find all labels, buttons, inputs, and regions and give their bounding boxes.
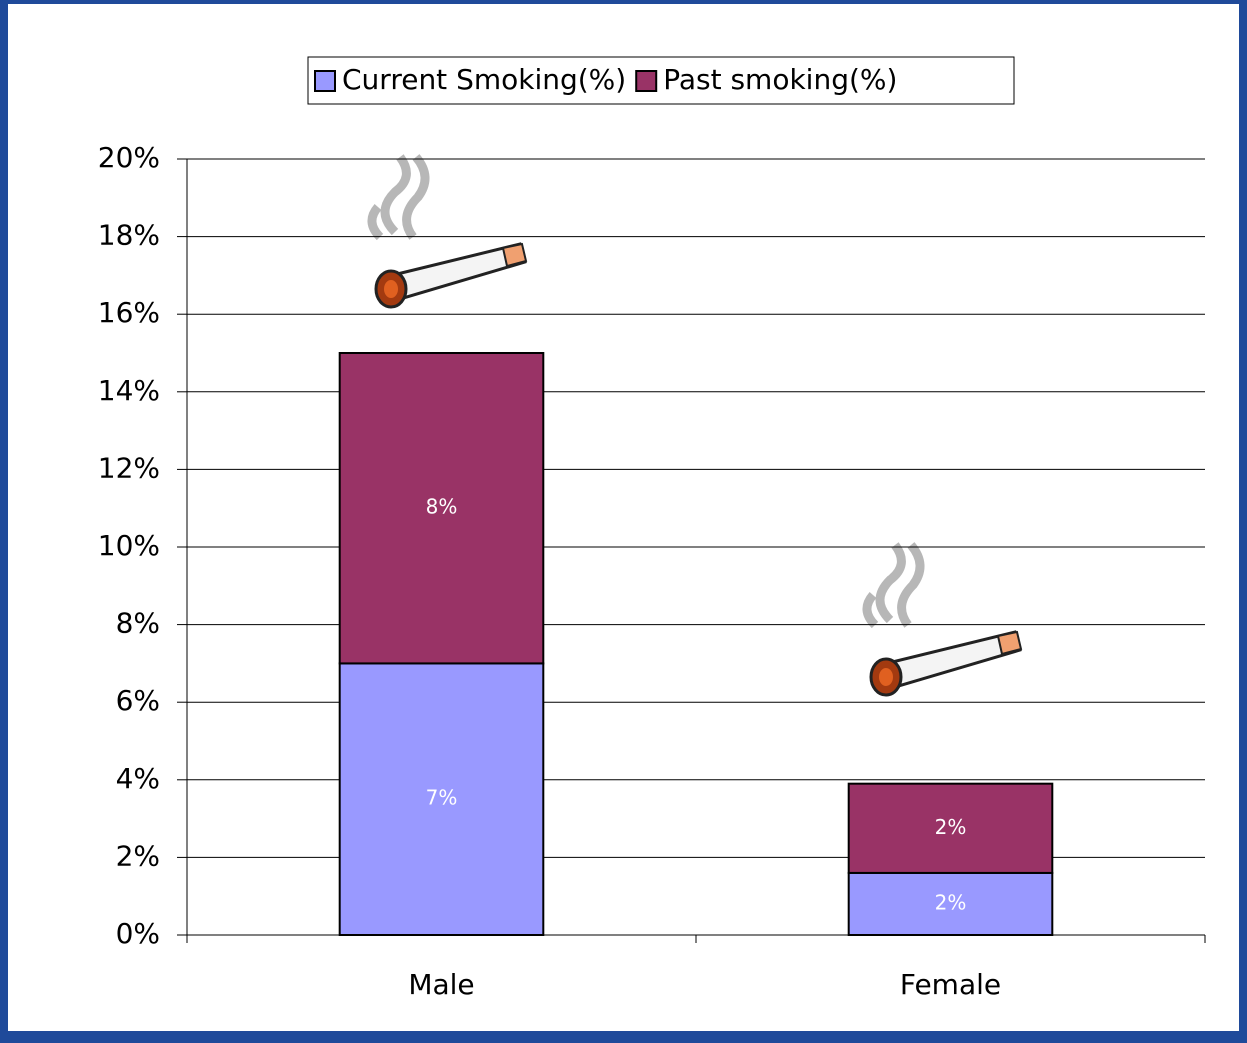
chart-background <box>8 4 1239 1031</box>
y-tick-label: 20% <box>98 141 160 174</box>
data-label: 2% <box>935 815 967 839</box>
y-tick-label: 10% <box>98 529 160 562</box>
x-tick-label: Male <box>408 968 474 1001</box>
legend-label: Current Smoking(%) <box>342 63 626 96</box>
y-tick-label: 8% <box>116 607 160 640</box>
x-tick-label: Female <box>900 968 1001 1001</box>
data-label: 8% <box>426 495 458 519</box>
y-tick-label: 2% <box>116 839 160 872</box>
y-tick-label: 4% <box>116 762 160 795</box>
legend <box>307 56 1015 105</box>
legend-swatch <box>635 70 658 92</box>
bar-segment <box>338 352 545 665</box>
legend-swatch <box>314 70 336 92</box>
y-tick-label: 18% <box>98 219 160 252</box>
bar-segment <box>338 662 545 937</box>
y-tick-label: 0% <box>116 917 160 950</box>
bar-segment <box>847 871 1054 936</box>
legend-label: Past smoking(%) <box>663 63 897 96</box>
y-tick-label: 14% <box>98 374 160 407</box>
legend-box <box>307 56 1015 105</box>
bar-segment <box>847 782 1054 874</box>
y-tick-label: 12% <box>98 451 160 484</box>
data-label: 2% <box>935 890 967 914</box>
data-label: 7% <box>426 786 458 810</box>
y-tick-label: 6% <box>116 684 160 717</box>
y-tick-label: 16% <box>98 296 160 329</box>
